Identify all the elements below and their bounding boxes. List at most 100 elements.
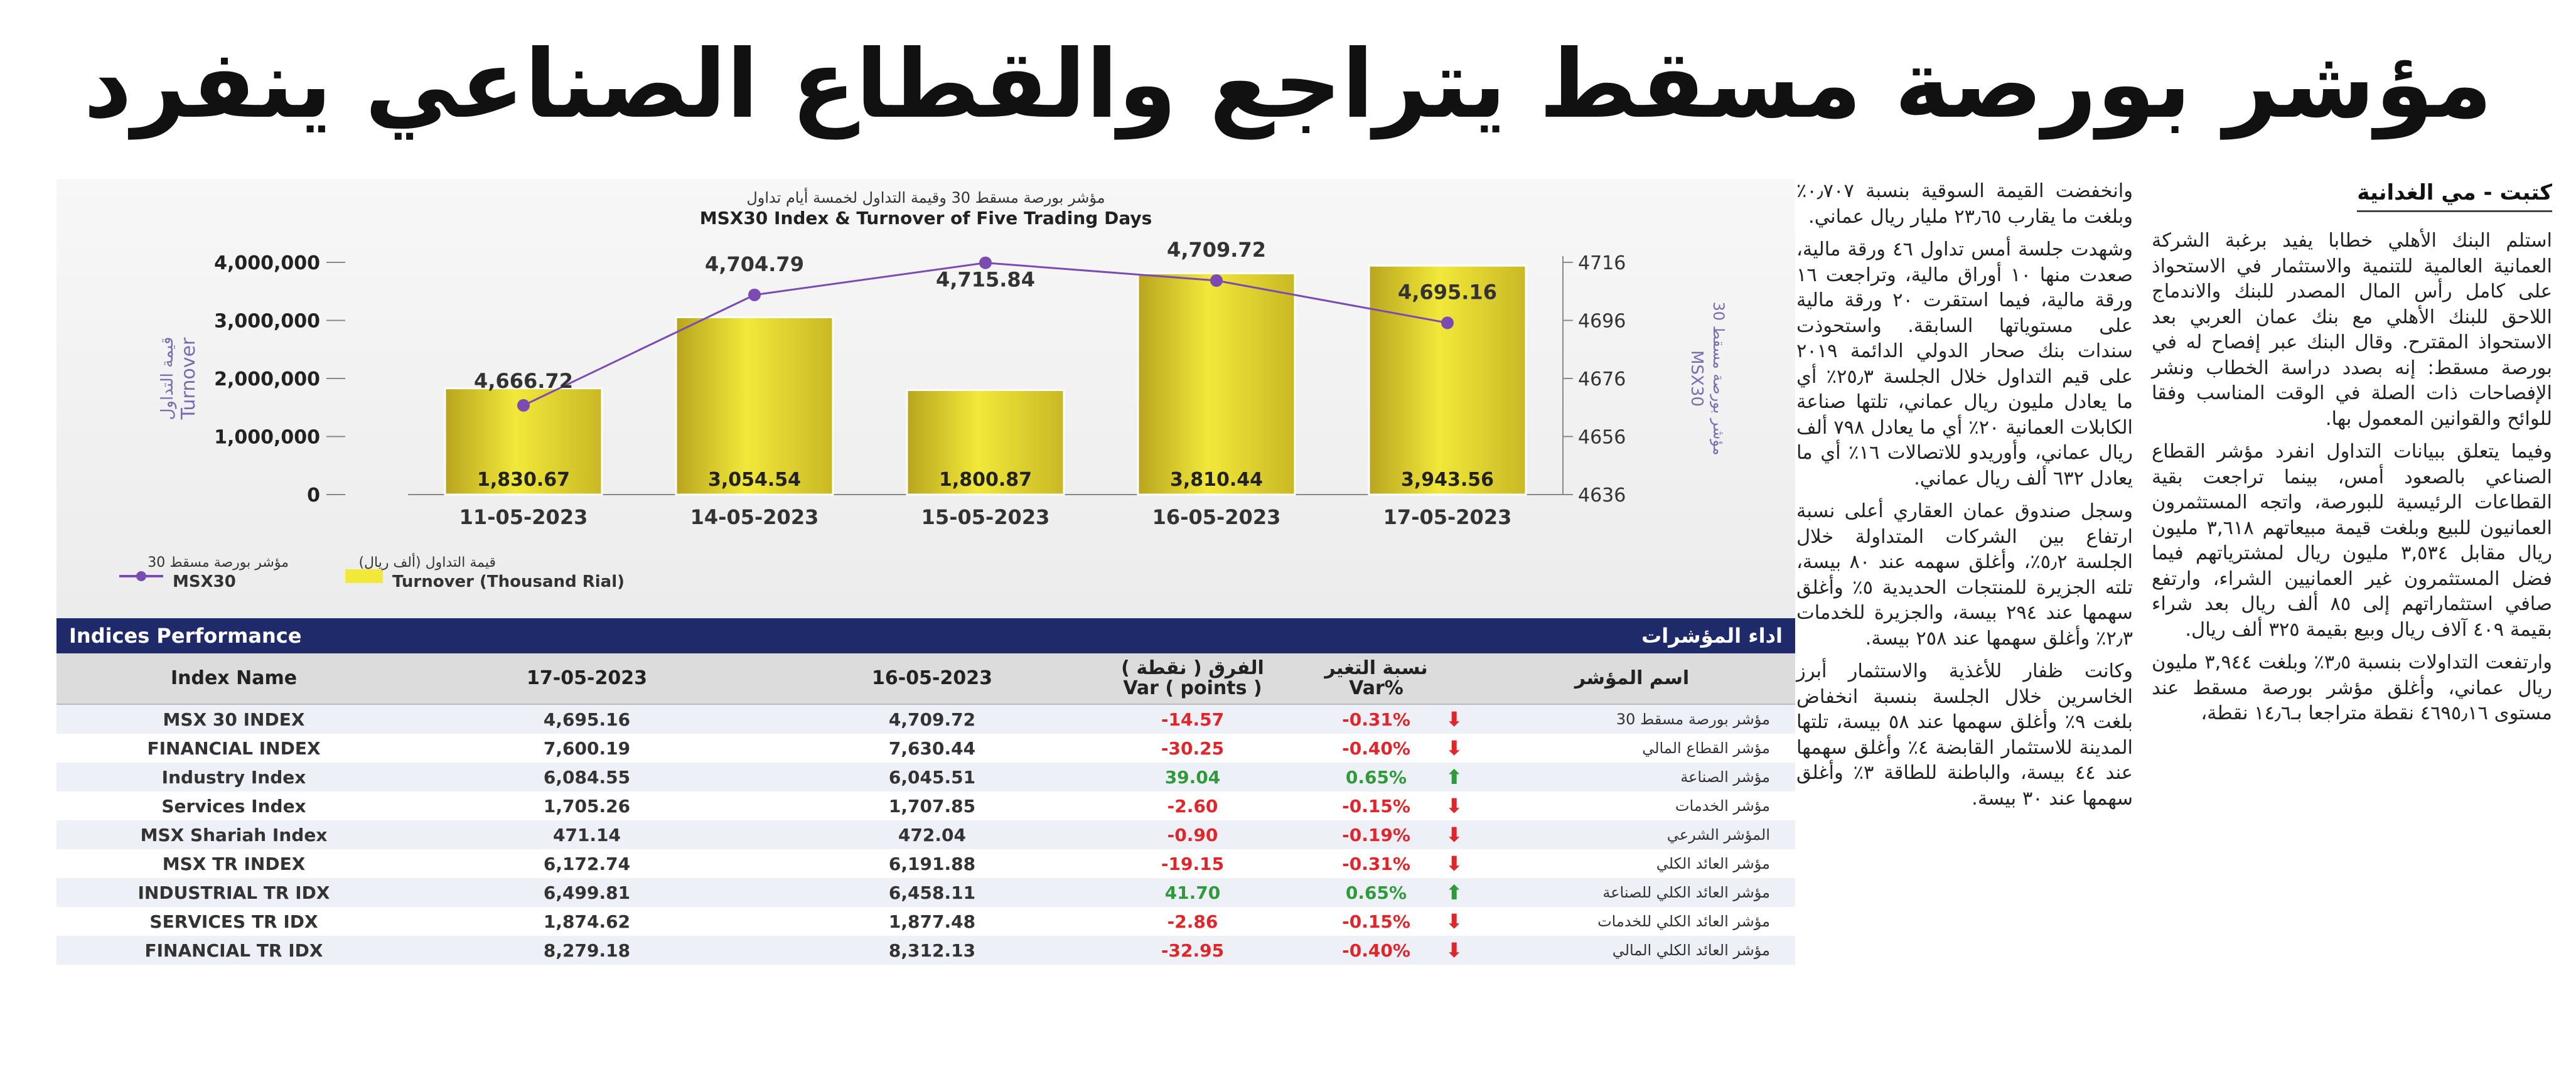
cell-index-name-ar: مؤشر القطاع المالي (1642, 739, 1770, 757)
table-row: FINANCIAL TR IDX 8,279.18 8,312.13 -32.95 -0… (56, 936, 1795, 965)
left-tick-label: 1,000,000 (214, 427, 320, 449)
table-row: FINANCIAL INDEX 7,600.19 7,630.44 -30.25 -0.… (56, 734, 1795, 763)
paragraph: وانخفضت القيمة السوقية بنسبة ٠٫٧٠٧٪ وبلغ… (1796, 180, 2133, 228)
cell-index-name: FINANCIAL TR IDX (144, 940, 323, 961)
cell-var-percent: -0.31% ⬇ (1342, 707, 1462, 731)
bar-value-label: 3,943.56 (1401, 469, 1494, 491)
cell-var-points: -19.15 (1161, 853, 1225, 874)
legend-bar-label: Turnover (Thousand Rial) (392, 572, 625, 591)
left-axis-label-ar: قيمة التداول (158, 337, 177, 421)
turnover-bar (675, 316, 834, 496)
arrow-down-icon: ⬇ (1446, 794, 1462, 818)
cell-index-name-ar: مؤشر بورصة مسقط 30 (1616, 710, 1770, 728)
left-tick-label: 2,000,000 (214, 368, 320, 390)
cell-date-1: 6,499.81 (543, 882, 631, 903)
cell-var-points: 41.70 (1164, 882, 1221, 903)
table-title-ar: اداء المؤشرات (1641, 624, 1783, 648)
chart-title-ar: مؤشر بورصة مسقط 30 وقيمة التداول لخمسة أ… (746, 188, 1105, 206)
cell-index-name-ar: مؤشر العائد الكلي المالي (1612, 941, 1770, 959)
table-row: Industry Index 6,084.55 6,045.51 39.04 0.65%… (56, 763, 1795, 791)
right-tick-label: 4636 (1578, 485, 1626, 507)
headline: مؤشر بورصة مسقط يتراجع والقطاع الصناعي ي… (83, 30, 2494, 284)
bar-value-label: 1,830.67 (477, 469, 570, 491)
table-row: SERVICES TR IDX 1,874.62 1,877.48 -2.86 -0.1… (56, 907, 1795, 936)
cell-date-1: 7,600.19 (543, 737, 631, 759)
cell-var-percent: 0.65% ⬆ (1345, 881, 1462, 904)
cell-date-1: 6,172.74 (543, 853, 631, 874)
cell-date-2: 1,707.85 (888, 795, 976, 817)
cell-var-points: -2.86 (1167, 911, 1218, 932)
middle-text-column: وانخفضت القيمة السوقية بنسبة ٠٫٧٠٧٪ وبلغ… (1796, 179, 2133, 812)
cell-var-percent: 0.65% ⬆ (1345, 765, 1462, 789)
cell-var-points: 39.04 (1164, 766, 1221, 788)
cell-date-1: 8,279.18 (543, 940, 631, 961)
cell-date-2: 4,709.72 (888, 709, 976, 730)
cell-var-percent: -0.15% ⬇ (1342, 794, 1462, 818)
arrow-down-icon: ⬇ (1446, 736, 1462, 760)
cell-index-name: Industry Index (161, 766, 306, 788)
bar-value-label: 3,810.44 (1170, 469, 1263, 491)
x-tick-label: 17-05-2023 (1383, 505, 1512, 529)
cell-date-2: 6,191.88 (888, 853, 976, 874)
cell-var-points: -32.95 (1161, 940, 1225, 961)
cell-var-percent: -0.31% ⬇ (1342, 852, 1462, 876)
table-title-bar: Indices Performance اداء المؤشرات (56, 618, 1795, 653)
arrow-up-icon: ⬆ (1446, 765, 1462, 789)
cell-var-percent: -0.40% ⬇ (1342, 736, 1462, 760)
cell-index-name: Services Index (161, 795, 306, 817)
line-value-label: 4,666.72 (474, 369, 573, 393)
header-date-1: 17-05-2023 (527, 667, 647, 689)
paragraph: وارتفعت التداولات بنسبة ٣٫٥٪ وبلغت ٣,٩٤٤… (2152, 651, 2552, 724)
table-row: Services Index 1,705.26 1,707.85 -2.60 -0.15… (56, 791, 1795, 820)
cell-date-2: 8,312.13 (888, 940, 976, 961)
cell-var-points: -14.57 (1161, 709, 1225, 730)
header-index-name: Index Name (170, 667, 298, 689)
cell-date-1: 1,874.62 (543, 911, 631, 932)
cell-var-percent: -0.40% ⬇ (1342, 938, 1462, 962)
msx30-point (517, 399, 530, 412)
line-value-label: 4,695.16 (1398, 280, 1497, 304)
table-row: MSX 30 INDEX 4,695.16 4,709.72 -14.57 -0.31%… (56, 705, 1795, 734)
x-tick-label: 14-05-2023 (690, 505, 819, 529)
legend-line-label-ar: مؤشر بورصة مسقط 30 (148, 555, 289, 571)
paragraph: وشهدت جلسة أمس تداول ٤٦ ورقة مالية، صعدت… (1796, 239, 2133, 490)
right-tick-label: 4676 (1578, 368, 1626, 390)
cell-var-percent: -0.15% ⬇ (1342, 909, 1462, 933)
cell-index-name-ar: المؤشر الشرعي (1666, 826, 1770, 844)
cell-var-points: -0.90 (1167, 824, 1218, 845)
table-body: MSX 30 INDEX 4,695.16 4,709.72 -14.57 -0.31%… (56, 705, 1795, 965)
cell-index-name-ar: مؤشر العائد الكلي للخدمات (1597, 913, 1770, 930)
cell-index-name-ar: مؤشر الصناعة (1680, 768, 1770, 786)
cell-date-2: 472.04 (898, 824, 967, 845)
arrow-down-icon: ⬇ (1446, 909, 1462, 933)
turnover-bar (1137, 272, 1296, 496)
right-text-column: كتبت - مي الغدانية استلم البنك الأهلي خط… (2152, 179, 2552, 727)
bar-value-label: 1,800.87 (939, 469, 1032, 491)
chart-svg: مؤشر بورصة مسقط 30 وقيمة التداول لخمسة أ… (119, 188, 1727, 591)
cell-date-1: 1,705.26 (543, 795, 631, 817)
x-tick-label: 16-05-2023 (1152, 505, 1281, 529)
arrow-down-icon: ⬇ (1446, 938, 1462, 962)
legend-bar-label-ar: قيمة التداول (ألف ريال) (358, 553, 496, 571)
legend-line-label: MSX30 (173, 572, 236, 591)
legend-line-marker (136, 571, 146, 581)
paragraph: وكانت ظفار للأغذية والاستثمار أبرز الخاس… (1796, 660, 2133, 810)
arrow-down-icon: ⬇ (1446, 707, 1462, 731)
cell-index-name: FINANCIAL INDEX (147, 737, 321, 759)
right-axis-label-en: MSX30 (1687, 350, 1706, 407)
header-index-name-ar: اسم المؤشر (1574, 667, 1690, 689)
cell-var-percent: -0.19% ⬇ (1342, 823, 1462, 847)
table-header-row: Index Name 17-05-2023 16-05-2023 الفرق (… (56, 653, 1795, 705)
right-tick-label: 4656 (1578, 427, 1626, 449)
header-var-percent: نسبة التغير Var% (1324, 657, 1428, 699)
arrow-up-icon: ⬆ (1446, 881, 1462, 904)
cell-index-name: SERVICES TR IDX (149, 911, 318, 932)
cell-index-name: INDUSTRIAL TR IDX (137, 882, 330, 903)
msx30-point (979, 256, 992, 269)
x-tick-label: 15-05-2023 (921, 505, 1050, 529)
line-value-label: 4,709.72 (1167, 238, 1266, 262)
byline: كتبت - مي الغدانية (2357, 179, 2552, 212)
paragraph: استلم البنك الأهلي خطابا يفيد برغبة الشر… (2152, 230, 2552, 430)
bar-value-label: 3,054.54 (708, 469, 801, 491)
right-tick-label: 4716 (1578, 252, 1626, 274)
